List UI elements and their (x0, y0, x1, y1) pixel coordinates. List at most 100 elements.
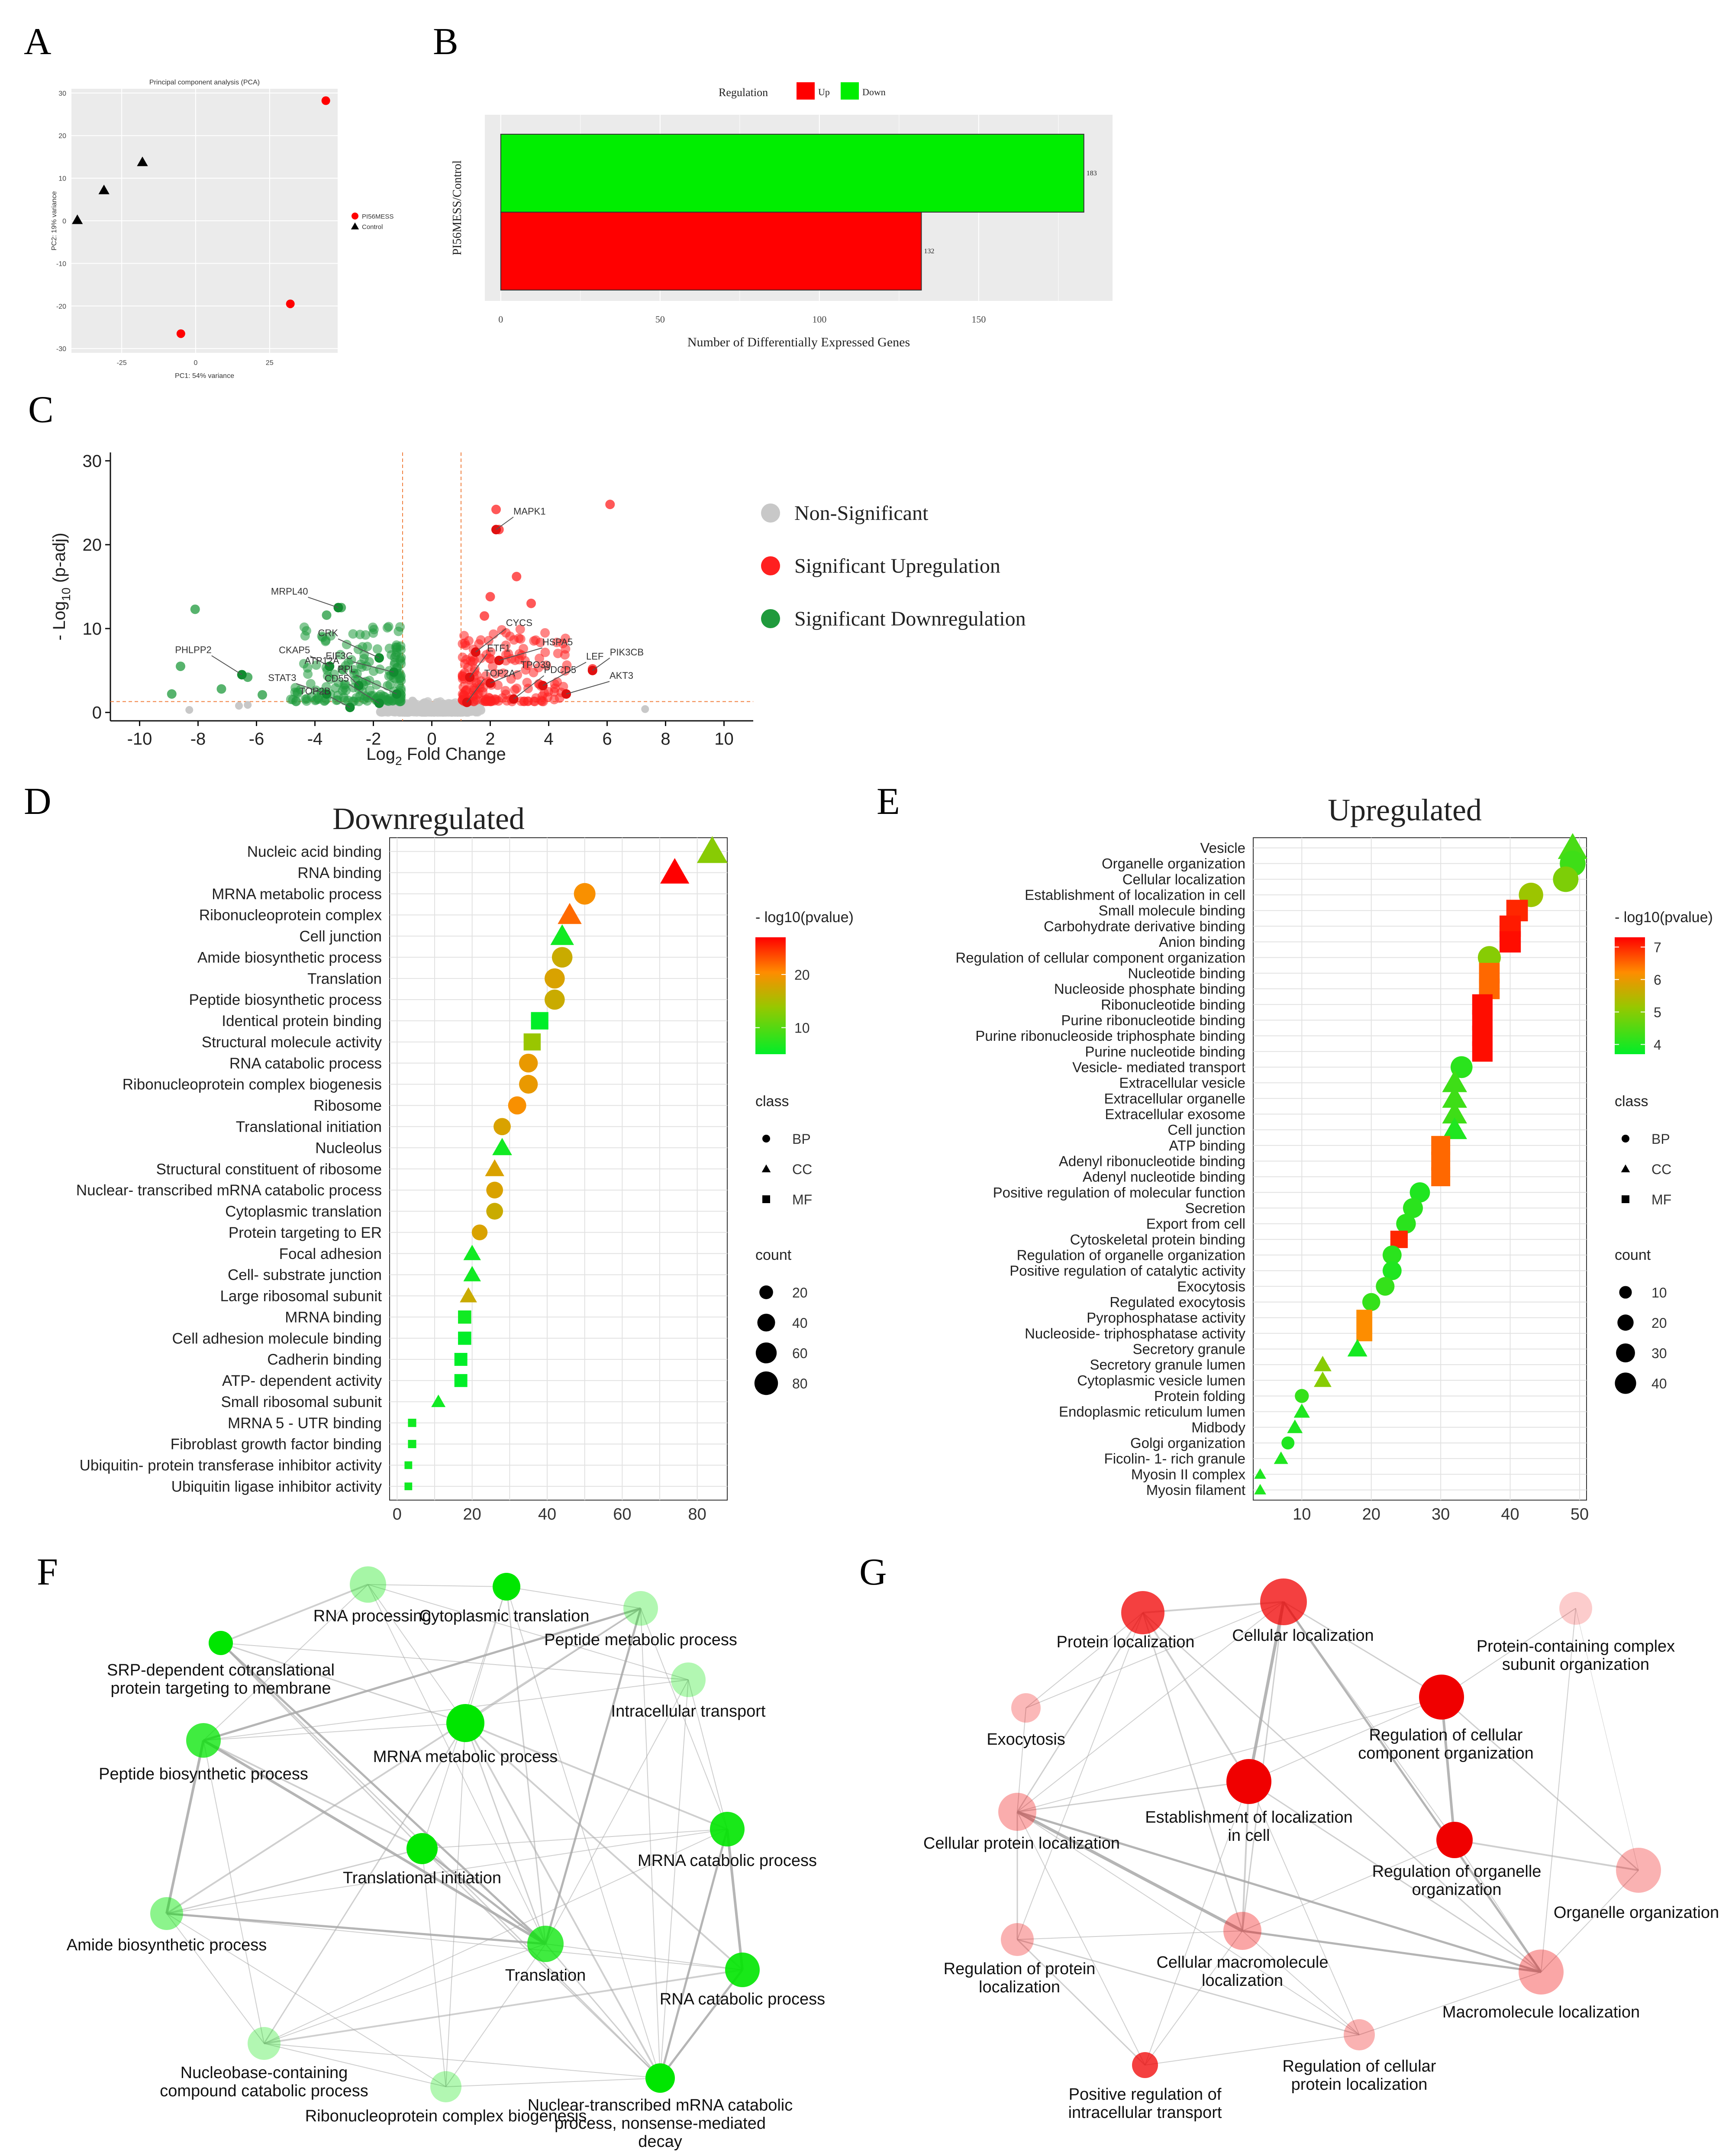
network-edge (545, 1943, 661, 2079)
volcano-gene-label: CRK (318, 628, 339, 639)
network-edge (545, 1679, 689, 1944)
network-edge (1145, 2034, 1360, 2066)
volcano-gene-label: PHLPP2 (175, 644, 211, 655)
network-node-estab (1226, 1759, 1271, 1804)
go-color-bar (1615, 937, 1645, 1054)
go-term-label: Cell- substrate junction (228, 1267, 382, 1284)
go-term-label: Ribosome (313, 1097, 382, 1114)
volcano-xtick-label: 4 (544, 729, 553, 749)
go-term-marker-mf (1431, 1167, 1451, 1187)
network-edge (368, 1584, 466, 1724)
go-term-label: Establishment of localization in cell (1025, 887, 1245, 903)
pca-ytick-label: -10 (56, 260, 66, 268)
volcano-point-down (364, 675, 374, 685)
network-edge (1248, 1781, 1360, 2035)
go-term-marker-bp (1376, 1277, 1395, 1296)
go-term-marker-bp (1450, 1056, 1473, 1078)
network-node-posreg (1132, 2052, 1158, 2078)
network-node-label: Translation (505, 1966, 586, 1985)
volcano-point-down (300, 694, 310, 704)
volcano-point-down (359, 694, 369, 704)
network-edge (1142, 1601, 1284, 1614)
volcano-point-up (484, 636, 493, 646)
network-node-label: Cellular macromolecule localization (1156, 1953, 1328, 1990)
network-node-pcc (1559, 1592, 1592, 1625)
volcano-legend-label: Significant Upregulation (794, 555, 1000, 578)
volcano-xtick-label: 2 (485, 729, 495, 749)
deg-xtick-label: 100 (812, 314, 826, 325)
go-term-label: Adenyl ribonucleotide binding (1059, 1153, 1245, 1169)
go-class-legend-title: class (755, 1093, 789, 1110)
network-edge (545, 1943, 743, 1970)
volcano-xtick-label: 6 (602, 729, 612, 749)
go-term-marker-cc (460, 1287, 477, 1303)
network-node-label: Regulation of cellular component organiza… (1358, 1726, 1534, 1762)
volcano-point-up (500, 686, 510, 696)
go-term-marker-mf (408, 1419, 416, 1427)
network-edge (166, 1913, 446, 2087)
go-color-tick-label: 20 (794, 967, 810, 983)
network-edge (1454, 1839, 1639, 1871)
go-term-label: Extracellular organelle (1104, 1091, 1245, 1107)
go-xtick-label: 40 (1501, 1505, 1519, 1523)
go-term-marker-bp (508, 1096, 526, 1115)
go-class-legend-title: class (1615, 1093, 1648, 1110)
go-term-marker-mf (404, 1482, 413, 1491)
go-term-marker-mf (454, 1352, 468, 1366)
go-class-key-cc (1621, 1164, 1630, 1172)
volcano-point-up (535, 653, 545, 663)
volcano-point-down (393, 626, 403, 636)
panel-letter-f: F (37, 1551, 58, 1593)
network-node-label: Peptide metabolic process (544, 1631, 737, 1649)
volcano-point-down (167, 689, 177, 699)
go-term-label: Myosin II complex (1131, 1466, 1246, 1482)
volcano-point-ns (431, 706, 440, 715)
go-term-label: MRNA 5 - UTR binding (228, 1415, 382, 1432)
pca-ytick-label: 20 (58, 132, 66, 140)
network-edge (688, 1679, 728, 1830)
volcano-point-ns (477, 706, 486, 715)
volcano-label-connector (330, 697, 350, 708)
network-node-ribo (430, 2071, 461, 2102)
network-node-protloc (1121, 1591, 1164, 1634)
volcano-point-up (529, 636, 539, 646)
volcano-label-connector (469, 653, 488, 678)
go-class-legend-label: BP (792, 1131, 811, 1147)
deg-bar-value-label: 183 (1087, 170, 1097, 177)
volcano-point-up (486, 647, 496, 657)
network-edge (1017, 1930, 1243, 1940)
network-edge (166, 1829, 728, 1914)
volcano-label-connector (348, 684, 380, 704)
go-class-key-mf (1622, 1195, 1629, 1203)
volcano-gene-label: TOP2A (484, 668, 516, 678)
volcano-point-up (501, 628, 511, 638)
network-edge (464, 1723, 546, 1944)
volcano-point-up (553, 649, 563, 658)
network-edge (1017, 1811, 1542, 1973)
go-xtick-label: 80 (688, 1505, 706, 1523)
go-term-label: ATP binding (1169, 1137, 1245, 1153)
go-class-key-cc (761, 1164, 771, 1172)
volcano-point-down (332, 695, 342, 705)
volcano-point-up (485, 592, 495, 602)
pca-legend-key (351, 222, 359, 229)
pca-ytick-label: -20 (56, 303, 66, 310)
volcano-point-up (498, 668, 508, 678)
volcano-point-up (514, 633, 524, 643)
go-term-label: Nucleotide binding (1128, 965, 1245, 981)
volcano-point-down (395, 654, 405, 664)
go-term-label: Large ribosomal subunit (220, 1288, 382, 1305)
volcano-gene-label: CD55 (325, 673, 349, 684)
network-edge (203, 1584, 368, 1741)
volcano-point-up (519, 644, 528, 654)
volcano-point-up (486, 654, 496, 664)
volcano-label-connector (211, 655, 242, 675)
go-term-label: Carbohydrate derivative binding (1044, 918, 1245, 934)
network-edge (506, 1586, 661, 2079)
network-node-label: RNA processing (313, 1607, 431, 1625)
go-term-label: RNA catabolic process (229, 1055, 382, 1072)
go-term-label: MRNA binding (285, 1309, 382, 1326)
go-xtick-label: 0 (393, 1505, 402, 1523)
network-edge (263, 1723, 466, 2044)
volcano-legend-key (761, 503, 780, 523)
